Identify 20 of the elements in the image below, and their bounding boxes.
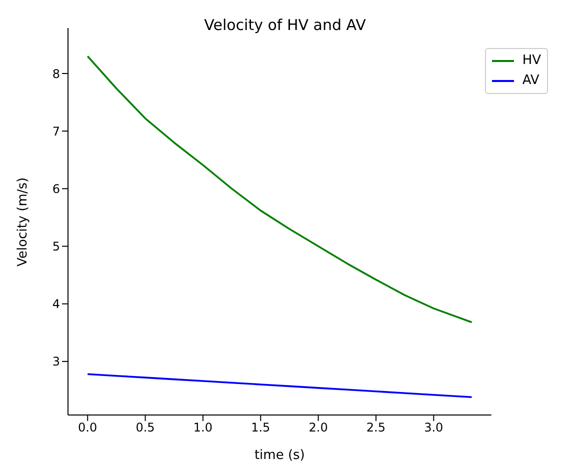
y-tick-label: 7: [52, 124, 60, 138]
x-axis-title: time (s): [254, 448, 305, 463]
y-tick-label: 5: [52, 240, 60, 254]
x-tick-label: 3.0: [424, 420, 444, 435]
x-tick-label: 1.5: [251, 420, 270, 435]
legend-label: AV: [522, 72, 540, 90]
line-series: [86, 55, 473, 324]
y-tick-label: 3: [52, 354, 60, 369]
x-tick-label: 1.0: [193, 420, 213, 435]
line-series: [86, 373, 473, 398]
x-tick-label: 0.0: [78, 420, 98, 435]
x-tick-label: 2.5: [366, 420, 386, 435]
x-tick-label: 2.0: [308, 420, 328, 435]
y-tick-label: 4: [52, 297, 60, 312]
legend-label: HV: [522, 52, 541, 70]
chart-title: Velocity of HV and AV: [203, 16, 367, 34]
x-tick-label: 0.5: [136, 420, 155, 435]
y-tick-label: 6: [52, 182, 60, 196]
y-tick-label: 8: [52, 66, 60, 81]
y-axis-title: Velocity (m/s): [16, 177, 31, 266]
